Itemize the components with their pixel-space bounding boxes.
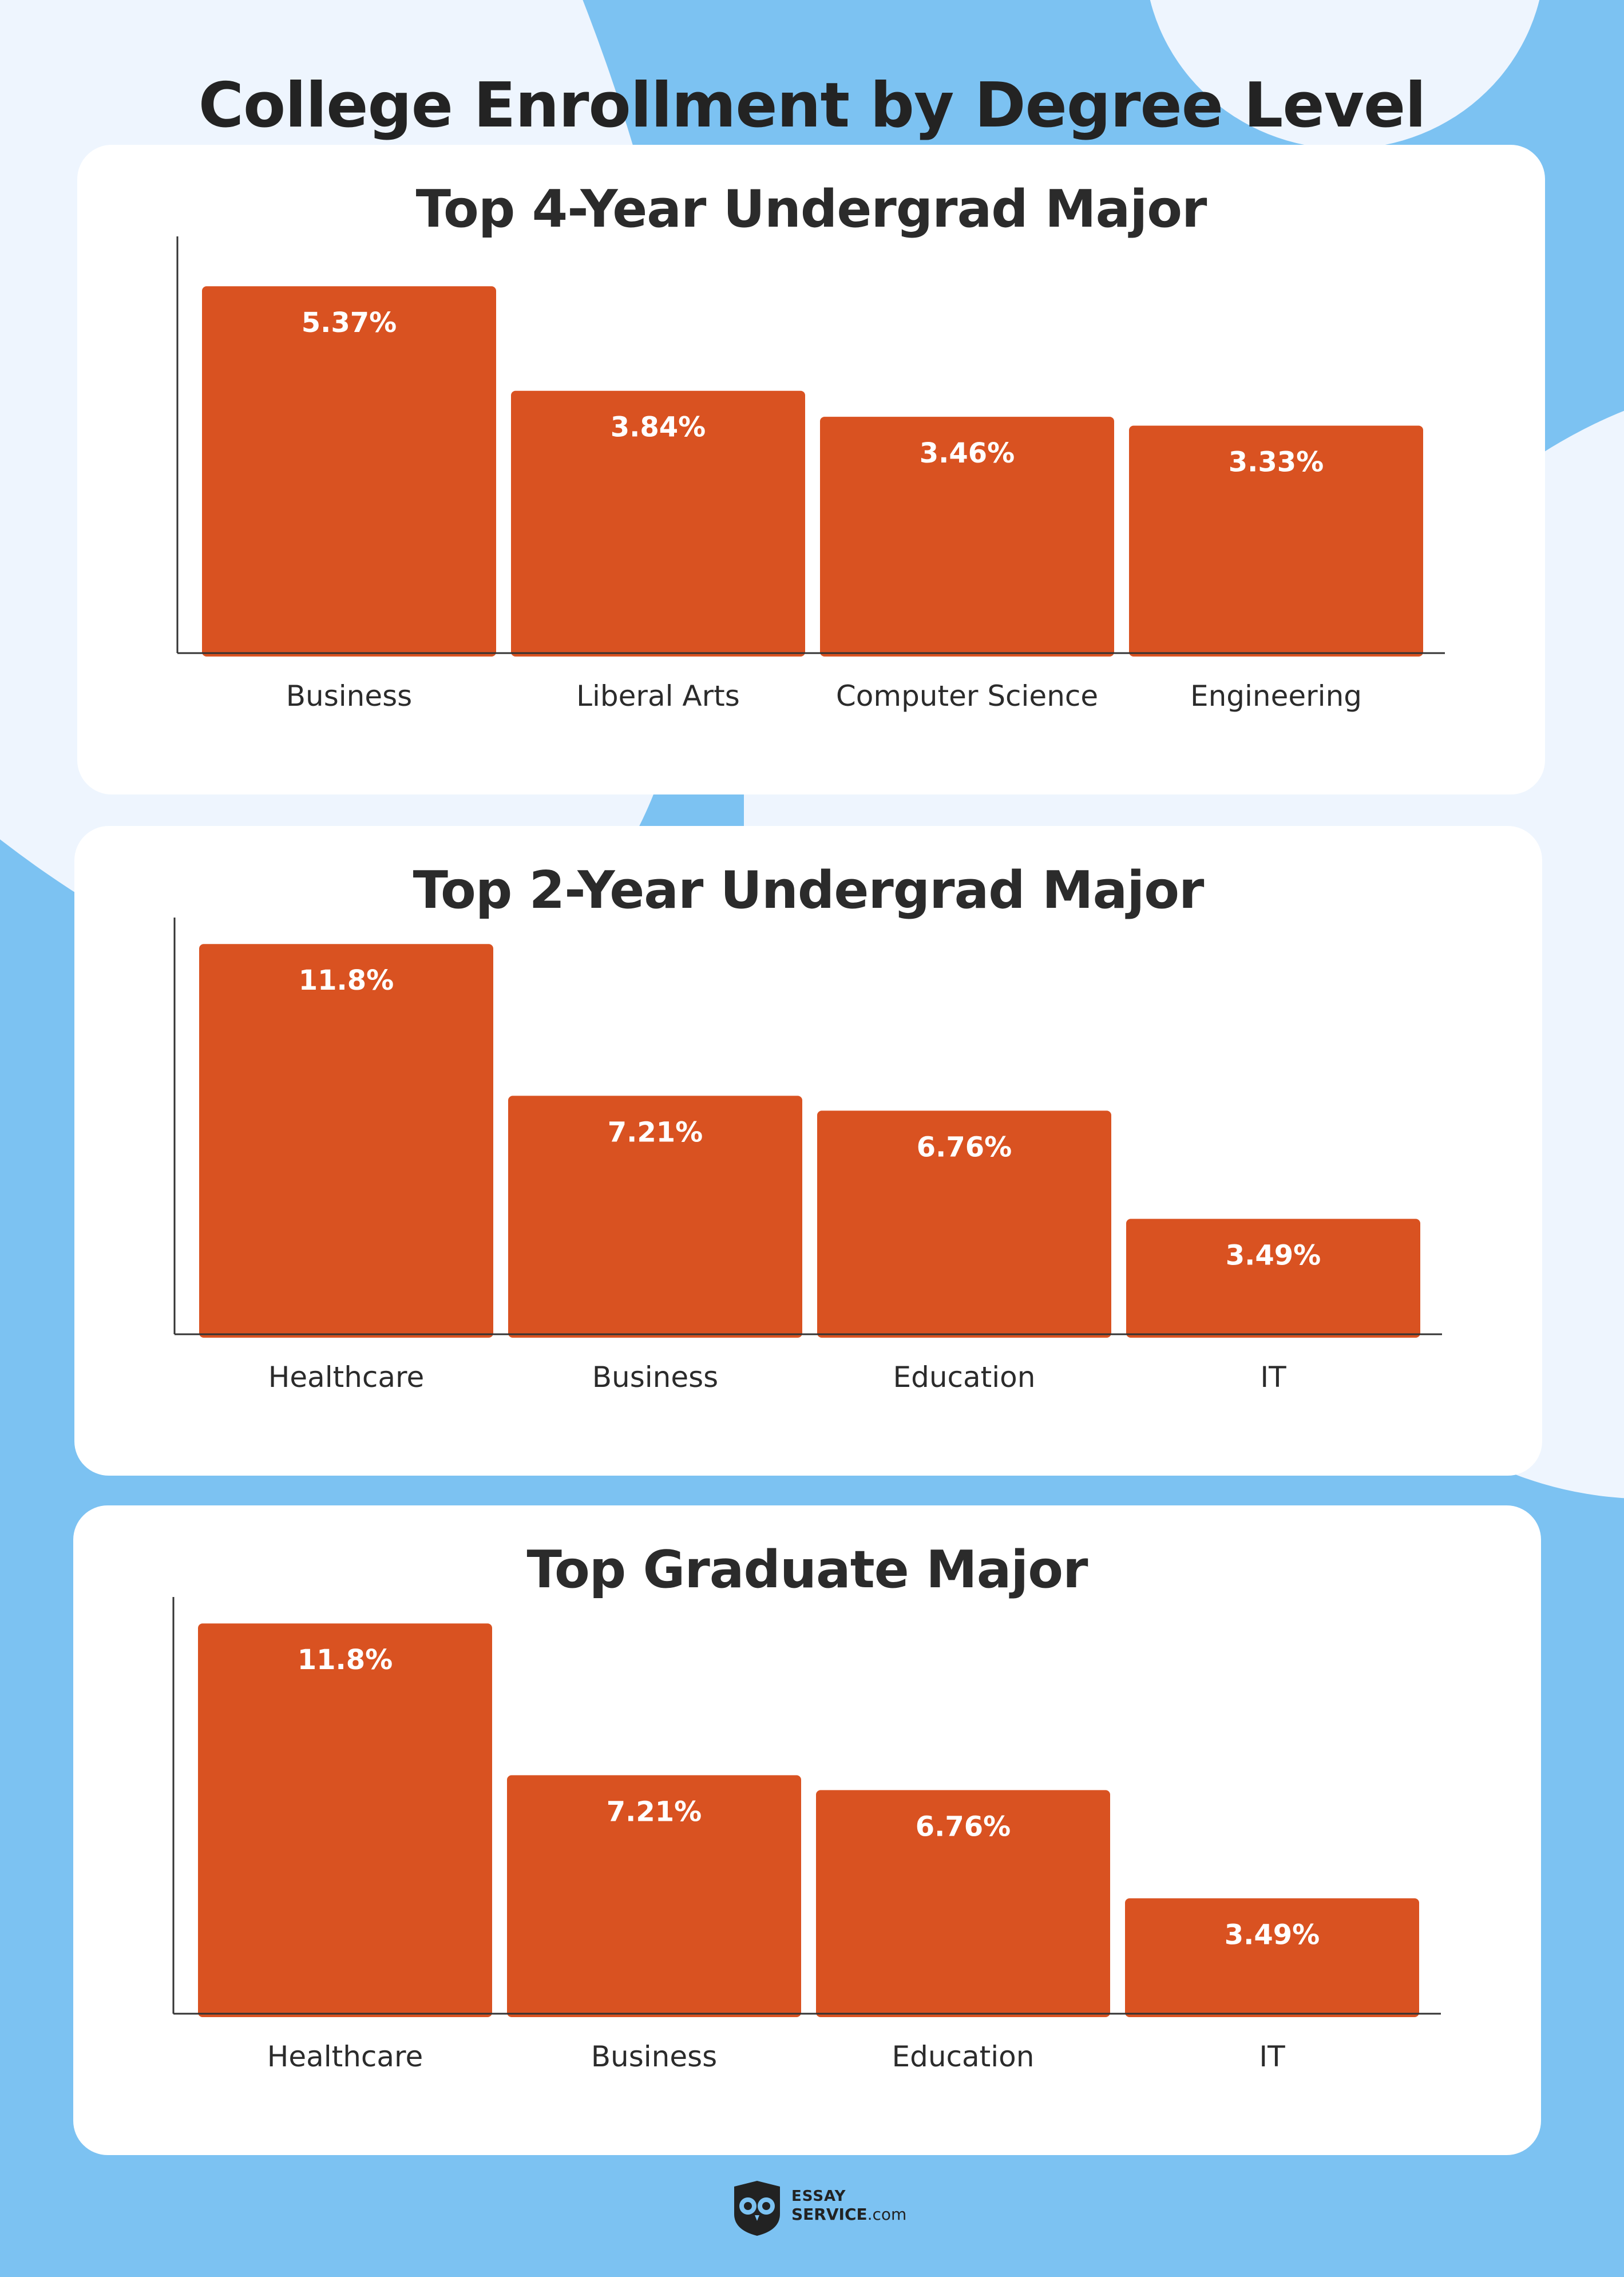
logo-text-service: SERVICE.com	[791, 2205, 906, 2224]
logo-text-domain: .com	[867, 2205, 907, 2224]
bar	[198, 1623, 492, 2017]
bar	[817, 1110, 1111, 1338]
bar-value-label: 3.33%	[1229, 446, 1324, 479]
bar	[1126, 1219, 1420, 1338]
category-label: Computer Science	[836, 679, 1098, 713]
category-label: IT	[1260, 1361, 1286, 1394]
bar	[511, 390, 805, 657]
category-label: IT	[1259, 2040, 1285, 2073]
chart-title: Top Graduate Major	[526, 1540, 1088, 1600]
page-title: College Enrollment by Degree Level	[198, 70, 1427, 142]
category-label: Business	[592, 1361, 718, 1394]
bar-value-label: 11.8%	[299, 964, 394, 997]
essay-service-logo: ESSAY SERVICE.com	[730, 2180, 906, 2237]
category-label: Liberal Arts	[576, 679, 740, 713]
chart-title: Top 2-Year Undergrad Major	[413, 860, 1205, 920]
bar	[1129, 425, 1423, 657]
bar	[816, 1790, 1110, 2017]
bar	[507, 1775, 801, 2017]
bar-chart-graduate: 11.8% Healthcare 7.21% Business 6.76% Educati…	[172, 1597, 1441, 2073]
logo-text-essay: ESSAY	[791, 2188, 846, 2205]
bar	[820, 417, 1114, 657]
chart-card-2-year: Top 2-Year Undergrad Major 11.8% Healthca…	[74, 826, 1542, 1476]
bar-value-label: 11.8%	[298, 1644, 393, 1676]
bar	[202, 286, 496, 657]
owl-icon	[734, 2181, 780, 2236]
bar-value-label: 3.46%	[920, 437, 1015, 469]
bar-value-label: 7.21%	[607, 1796, 702, 1828]
bar-value-label: 3.84%	[611, 412, 706, 444]
category-label: Healthcare	[267, 2040, 423, 2073]
category-label: Education	[892, 2040, 1035, 2073]
chart-title: Top 4-Year Undergrad Major	[415, 179, 1207, 239]
bar	[1125, 1898, 1419, 2017]
bar-chart-2-year: 11.8% Healthcare 7.21% Business 6.76% Educati…	[173, 918, 1442, 1394]
bar-value-label: 3.49%	[1225, 1919, 1320, 1951]
bar	[199, 944, 493, 1338]
category-label: Business	[591, 2040, 717, 2073]
logo-text-service-bold: SERVICE	[791, 2205, 868, 2224]
bar-chart-4-year: 5.37% Business 3.84% Liberal Arts 3.46% Compu…	[176, 236, 1445, 713]
bar-value-label: 6.76%	[917, 1131, 1012, 1163]
bar-value-label: 6.76%	[916, 1810, 1011, 1843]
bar-value-label: 7.21%	[608, 1116, 703, 1148]
category-label: Healthcare	[268, 1361, 425, 1394]
category-label: Business	[286, 679, 412, 713]
chart-card-graduate: Top Graduate Major 11.8% Healthcare 7.21% B…	[73, 1505, 1541, 2155]
bar-value-label: 5.37%	[302, 307, 397, 339]
bar-value-label: 3.49%	[1226, 1239, 1321, 1271]
bar	[508, 1096, 802, 1338]
category-label: Education	[893, 1361, 1036, 1394]
category-label: Engineering	[1190, 679, 1362, 713]
chart-card-4-year: Top 4-Year Undergrad Major 5.37% Business…	[77, 145, 1545, 794]
